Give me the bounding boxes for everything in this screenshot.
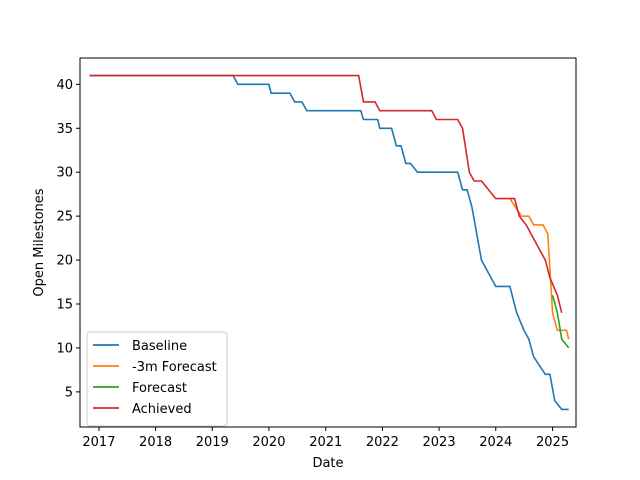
legend: Baseline -3m Forecast Forecast Achieved (86, 331, 228, 427)
x-axis-label: Date (312, 456, 343, 471)
series-layer (89, 74, 570, 411)
y-tick-label: 25 (56, 210, 73, 225)
x-tick-label: 2025 (536, 435, 569, 450)
y-tick-label: 15 (56, 298, 73, 313)
legend-label: Achieved (132, 402, 192, 417)
y-tick-label: 30 (56, 166, 73, 181)
x-tick-label: 2021 (309, 435, 342, 450)
y-tick-label: 10 (56, 341, 73, 356)
y-axis: 5 10 15 20 25 30 35 40 (56, 78, 80, 400)
x-tick-label: 2020 (252, 435, 285, 450)
y-tick-label: 20 (56, 254, 73, 269)
x-tick-label: 2022 (366, 435, 399, 450)
x-tick-label: 2018 (139, 435, 172, 450)
y-axis-label: Open Milestones (32, 188, 47, 296)
x-tick-label: 2023 (423, 435, 456, 450)
x-tick-label: 2019 (196, 435, 229, 450)
legend-frame (86, 331, 228, 427)
series-line-baseline (89, 74, 569, 411)
series-line-achieved (89, 74, 563, 313)
y-tick-label: 35 (56, 122, 73, 137)
x-axis: 2017 2018 2019 2020 2021 2022 2023 2024 2025 (82, 427, 569, 450)
legend-label: Forecast (132, 381, 187, 396)
x-tick-label: 2024 (479, 435, 512, 450)
y-tick-label: 5 (65, 385, 73, 400)
legend-label: Baseline (132, 339, 187, 354)
legend-label: -3m Forecast (132, 360, 217, 375)
x-tick-label: 2017 (82, 435, 115, 450)
series-line-3m-forecast (509, 198, 570, 340)
y-tick-label: 40 (56, 78, 73, 93)
plot-frame (79, 57, 577, 428)
series-line-forecast (551, 294, 570, 349)
